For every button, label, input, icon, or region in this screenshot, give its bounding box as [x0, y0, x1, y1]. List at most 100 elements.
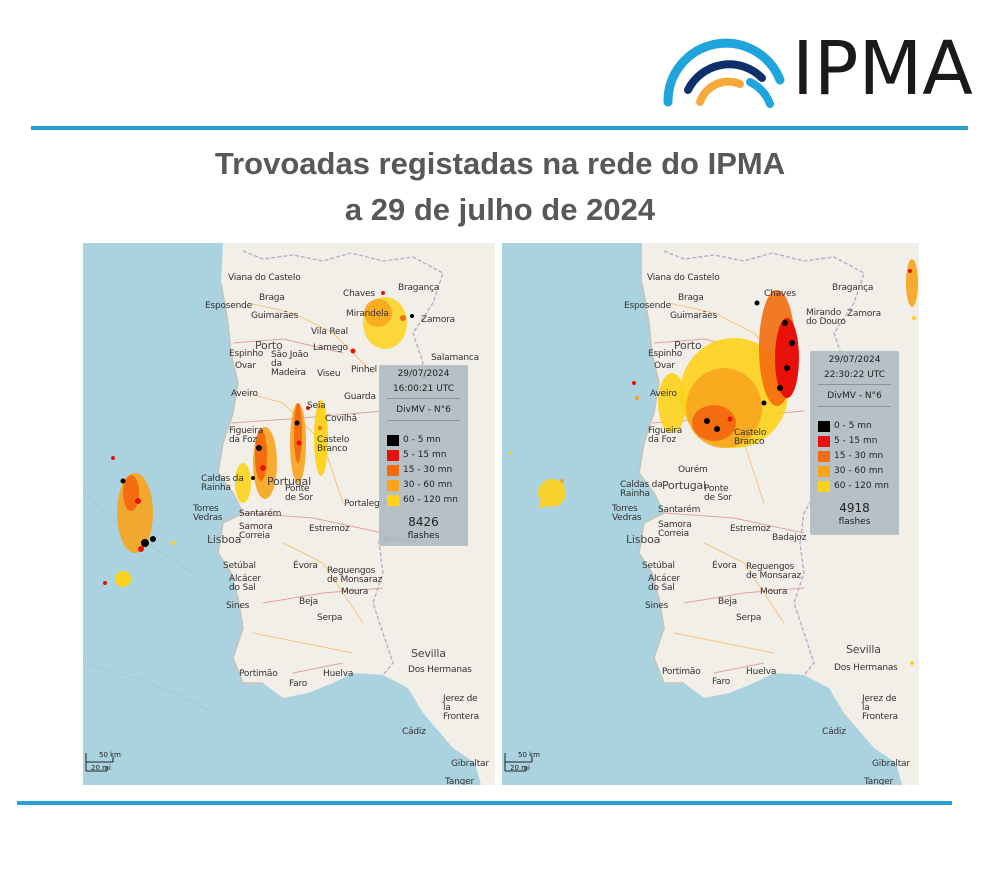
place-label: Santarém [239, 509, 282, 519]
place-label: Samora Correia [658, 520, 692, 539]
legend-divider [387, 420, 460, 421]
legend-panel-left: 29/07/2024 16:00:21 UTC DivMV - N°6 0 - … [379, 365, 468, 546]
scale-bar-right [504, 753, 533, 772]
bottom-divider [17, 801, 952, 805]
legend-zone: DivMV - N°6 [827, 391, 882, 401]
place-label: Lisboa [207, 533, 242, 546]
scale-mi: 20 mi [91, 764, 111, 772]
place-label: Caldas da Rainha [620, 480, 663, 499]
place-label: Viseu [317, 369, 341, 379]
place-label: Figueira da Foz [648, 426, 683, 445]
place-label: Mirandela [346, 309, 389, 319]
place-label: São João da Madeira [271, 350, 309, 378]
place-label: Estremoz [730, 524, 771, 534]
place-label: Portimão [239, 669, 278, 679]
legend-swatch [387, 480, 399, 491]
scale-km: 50 km [518, 751, 541, 759]
legend-swatch [818, 436, 830, 447]
place-label: Ovar [235, 361, 256, 371]
legend-range: 30 - 60 mn [403, 480, 453, 490]
place-label: Lamego [313, 343, 348, 353]
place-label: Vila Real [311, 327, 348, 337]
legend-divider [818, 406, 891, 407]
place-label: Jerez de la Frontera [862, 694, 898, 722]
place-label: Gibraltar [451, 759, 489, 769]
ipma-arc-icon [663, 38, 785, 108]
place-label: Bragança [398, 283, 440, 293]
legend-swatch [387, 435, 399, 446]
flash-cluster-north-left [350, 291, 414, 354]
legend-time: 22:30:22 UTC [823, 370, 886, 380]
place-label: Zamora [847, 309, 881, 319]
place-label: Beja [299, 597, 318, 607]
place-label: Reguengos de Monsaraz [746, 562, 802, 581]
place-label: Huelva [323, 669, 354, 679]
legend-swatch [818, 451, 830, 462]
legend-swatch [818, 421, 830, 432]
place-label: Ourém [678, 465, 708, 475]
page-title-line1: Trovoadas registadas na rede do IPMA [214, 146, 786, 181]
flash-cluster-centre-left [235, 400, 328, 503]
place-label: Serpa [736, 613, 762, 623]
place-label: Tanger [864, 777, 893, 785]
ipma-logo-text: IPMA [792, 26, 973, 112]
place-label: Chaves [764, 289, 796, 299]
place-label: Portimão [662, 667, 701, 677]
legend-flash-count: 4918 [839, 501, 870, 515]
place-label: Beja [718, 597, 737, 607]
place-label: Esposende [624, 301, 671, 311]
lightning-flashes-right [508, 259, 918, 665]
place-label: Aveiro [231, 389, 258, 399]
place-label: Huelva [746, 667, 777, 677]
place-label: Guimarães [670, 311, 718, 321]
place-label: Aveiro [650, 389, 677, 399]
place-label: Bragança [832, 283, 874, 293]
place-label: Badajoz [772, 533, 807, 543]
scale-km: 50 km [99, 751, 122, 759]
place-label: Cádiz [822, 727, 846, 737]
place-label: Salamanca [431, 353, 479, 363]
place-label: Porto [255, 339, 283, 352]
place-label: Reguengos de Monsaraz [327, 566, 383, 585]
place-label: Castelo Branco [317, 435, 350, 454]
legend-flash-unit: flashes [407, 531, 440, 541]
place-label: Figueira da Foz [229, 426, 264, 445]
place-label: Ponte de Sor [704, 484, 732, 503]
place-label: Pinhel [351, 365, 377, 375]
place-label: Sevilla [846, 643, 881, 656]
lightning-map-left: Viana do Castelo Braga Chaves Bragança E… [83, 243, 495, 785]
legend-range: 0 - 5 mn [834, 421, 872, 431]
place-label: Ponte de Sor [285, 484, 313, 503]
place-label: Portugal [662, 479, 706, 492]
page-title-line2: a 29 de julho de 2024 [344, 192, 656, 227]
place-label: Viana do Castelo [647, 273, 720, 283]
place-label: Chaves [343, 289, 375, 299]
place-label: Zamora [421, 315, 455, 325]
place-label: Faro [712, 677, 731, 687]
scale-mi: 20 mi [510, 764, 530, 772]
place-label: Serpa [317, 613, 343, 623]
place-label: Portalegre [344, 499, 389, 509]
place-label: Moura [341, 587, 369, 597]
place-label: Estremoz [309, 524, 350, 534]
place-label: Setúbal [642, 561, 675, 571]
ipma-logo: IPMA [658, 20, 973, 112]
legend-swatch [387, 465, 399, 476]
legend-range: 60 - 120 mn [834, 481, 889, 491]
legend-zone: DivMV - N°6 [396, 405, 451, 415]
place-label: Alcácer do Sal [648, 574, 680, 593]
place-label: Samora Correia [239, 522, 273, 541]
legend-range: 5 - 15 mn [834, 436, 878, 446]
legend-panel-right: 29/07/2024 22:30:22 UTC DivMV - N°6 0 - … [810, 351, 899, 535]
place-label: Torres Vedras [612, 504, 642, 523]
legend-range: 0 - 5 mn [403, 435, 441, 445]
legend-date: 29/07/2024 [828, 355, 881, 365]
lightning-flashes-left [103, 291, 414, 587]
place-label: Sines [645, 601, 669, 611]
place-label: Porto [674, 339, 702, 352]
place-label: Esposende [205, 301, 252, 311]
place-label: Lisboa [626, 533, 661, 546]
legend-divider [818, 384, 891, 385]
place-label: Espinho [648, 349, 683, 359]
place-label: Caldas da Rainha [201, 474, 244, 493]
